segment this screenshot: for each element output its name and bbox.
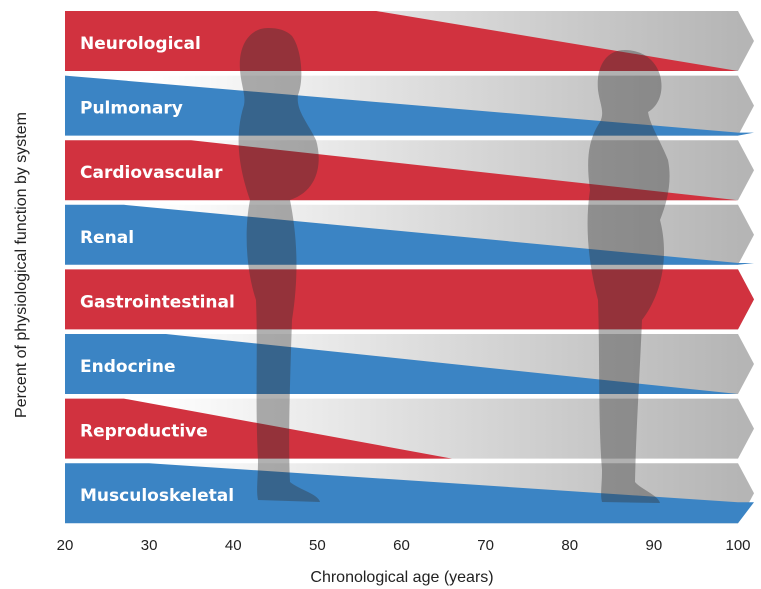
- x-tick-label: 40: [225, 537, 242, 554]
- band-label: Reproductive: [80, 422, 208, 442]
- x-tick-label: 60: [393, 537, 410, 554]
- x-tick-label: 20: [57, 537, 74, 554]
- x-tick-label: 70: [477, 537, 494, 554]
- band-label: Pulmonary: [80, 99, 183, 119]
- function-area: [65, 269, 754, 330]
- function-area: [65, 75, 754, 136]
- x-tick-label: 30: [141, 537, 158, 554]
- band-label: Gastrointestinal: [80, 292, 235, 312]
- band-label: Neurological: [80, 34, 201, 54]
- x-tick-label: 100: [725, 537, 750, 554]
- band-label: Cardiovascular: [80, 163, 223, 183]
- band-label: Endocrine: [80, 357, 175, 377]
- x-tick-label: 90: [646, 537, 663, 554]
- function-area: [65, 334, 738, 394]
- band-label: Musculoskeletal: [80, 486, 234, 506]
- x-tick-label: 50: [309, 537, 326, 554]
- x-axis-label: Chronological age (years): [310, 569, 493, 586]
- function-area: [65, 140, 738, 201]
- band-label: Renal: [80, 228, 134, 248]
- silhouettes: [238, 28, 670, 503]
- function-area: [65, 398, 452, 459]
- y-axis-label: Percent of physiological function by sys…: [13, 112, 30, 418]
- function-area: [65, 463, 754, 524]
- function-area: [65, 11, 738, 71]
- x-tick-label: 80: [561, 537, 578, 554]
- function-area: [65, 204, 754, 265]
